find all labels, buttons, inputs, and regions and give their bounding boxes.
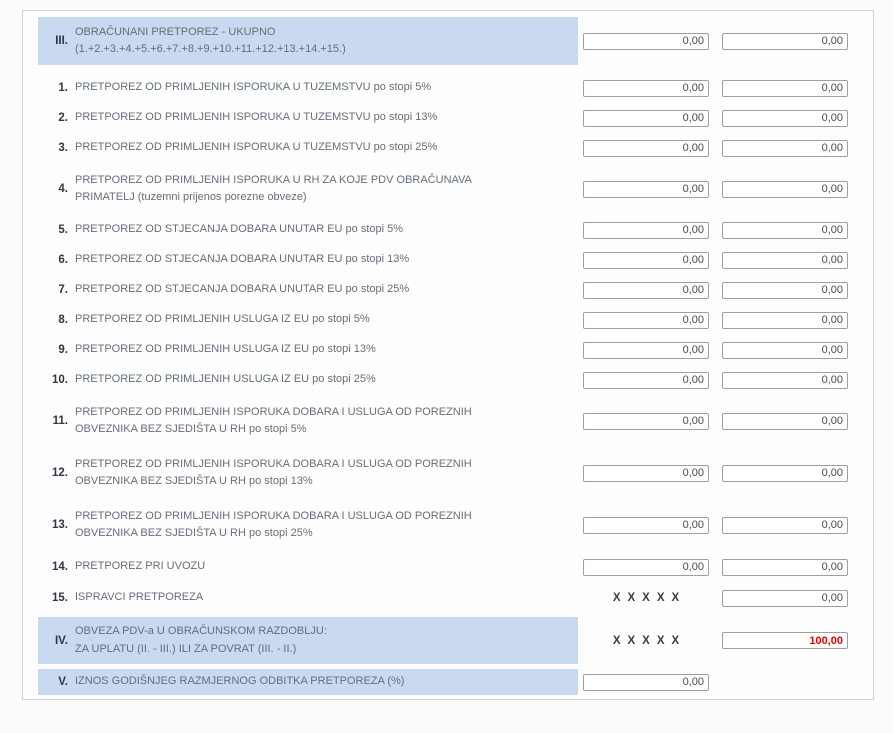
row-number: IV.: [54, 634, 68, 647]
row-label: OBRAČUNANI PRETPOREZ - UKUPNO: [75, 25, 276, 38]
row-label: PRETPOREZ OD PRIMLJENIH ISPORUKA DOBARA …: [75, 509, 472, 522]
row-label-line2: OBVEZNIKA BEZ SJEDIŠTA U RH po stopi 5%: [75, 423, 307, 435]
row-number: 12.: [52, 467, 68, 479]
amount-input-8-col2[interactable]: [722, 311, 848, 329]
amount-input-5-col1[interactable]: [583, 221, 709, 239]
row-13: 13. PRETPOREZ OD PRIMLJENIH ISPORUKA DOB…: [38, 499, 873, 551]
row-number: 2.: [58, 112, 68, 124]
row-12: 12. PRETPOREZ OD PRIMLJENIH ISPORUKA DOB…: [38, 447, 873, 499]
amount-input-10-col2[interactable]: [722, 371, 848, 389]
row-label: ISPRAVCI PRETPOREZA: [75, 591, 204, 604]
row-label-line2: ZA UPLATU (II. - III.) ILI ZA POVRAT (II…: [75, 642, 297, 655]
pdv-form-panel: III. OBRAČUNANI PRETPOREZ - UKUPNO (1.+2.…: [22, 10, 874, 700]
amount-input-12-col1[interactable]: [583, 464, 709, 482]
row-9: 9. PRETPOREZ OD PRIMLJENIH USLUGA IZ EU …: [38, 335, 873, 365]
amount-input-11-col2[interactable]: [722, 412, 848, 430]
row-label: PRETPOREZ OD PRIMLJENIH ISPORUKA DOBARA …: [75, 405, 472, 418]
amount-input-7-col1[interactable]: [583, 281, 709, 299]
row-label: PRETPOREZ PRI UVOZU: [75, 560, 206, 573]
row-header-iv: IV. OBVEZA PDV-a U OBRAČUNSKOM RAZDOBLJU…: [38, 617, 578, 664]
amount-input-13-col1[interactable]: [583, 516, 709, 534]
row-label: PRETPOREZ OD STJECANJA DOBARA UNUTAR EU …: [75, 283, 410, 296]
amount-input-11-col1[interactable]: [583, 412, 709, 430]
row-14: 14. PRETPOREZ PRI UVOZU: [38, 551, 873, 583]
row-iv-obveza-pdv: IV. OBVEZA PDV-a U OBRAČUNSKOM RAZDOBLJU…: [38, 617, 873, 664]
row-number: 8.: [58, 314, 68, 326]
row-header-iii: III. OBRAČUNANI PRETPOREZ - UKUPNO (1.+2.…: [38, 17, 578, 65]
amount-input-2-col1[interactable]: [583, 109, 709, 127]
row-number: 4.: [58, 183, 68, 195]
amount-input-14-col1[interactable]: [583, 558, 709, 576]
row-number: 15.: [52, 592, 68, 604]
row-label: OBVEZA PDV-a U OBRAČUNSKOM RAZDOBLJU:: [75, 625, 327, 638]
row-iii-obracunani-pretporez-ukupno: III. OBRAČUNANI PRETPOREZ - UKUPNO (1.+2.…: [38, 17, 873, 65]
row-label: IZNOS GODIŠNJEG RAZMJERNOG ODBITKA PRETP…: [75, 675, 405, 688]
row-label-line2: OBVEZNIKA BEZ SJEDIŠTA U RH po stopi 25%: [75, 527, 313, 539]
amount-input-3-col2[interactable]: [722, 139, 848, 157]
row-number: 14.: [52, 561, 68, 573]
blocked-cell: XXXXX: [612, 634, 687, 647]
row-number: 3.: [58, 142, 68, 154]
amount-input-8-col1[interactable]: [583, 311, 709, 329]
row-5: 5. PRETPOREZ OD STJECANJA DOBARA UNUTAR …: [38, 215, 873, 245]
row-label: PRETPOREZ OD PRIMLJENIH USLUGA IZ EU po …: [75, 313, 370, 326]
amount-input-iv-col2[interactable]: [722, 632, 848, 649]
amount-input-1-col1[interactable]: [583, 79, 709, 97]
row-7: 7. PRETPOREZ OD STJECANJA DOBARA UNUTAR …: [38, 275, 873, 305]
amount-input-12-col2[interactable]: [722, 464, 848, 482]
row-15: 15. ISPRAVCI PRETPOREZA XXXXX: [38, 583, 873, 613]
row-6: 6. PRETPOREZ OD STJECANJA DOBARA UNUTAR …: [38, 245, 873, 275]
row-label: PRETPOREZ OD PRIMLJENIH ISPORUKA U TUZEM…: [75, 141, 438, 154]
amount-input-13-col2[interactable]: [722, 516, 848, 534]
row-number: 7.: [58, 284, 68, 296]
row-label-line2: (1.+2.+3.+4.+5.+6.+7.+8.+9.+10.+11.+12.+…: [75, 43, 346, 55]
amount-input-2-col2[interactable]: [722, 109, 848, 127]
row-number: 1.: [58, 82, 68, 94]
amount-input-6-col1[interactable]: [583, 251, 709, 269]
row-number: 10.: [52, 374, 68, 386]
row-8: 8. PRETPOREZ OD PRIMLJENIH USLUGA IZ EU …: [38, 305, 873, 335]
row-label: PRETPOREZ OD STJECANJA DOBARA UNUTAR EU …: [75, 253, 410, 266]
row-3: 3. PRETPOREZ OD PRIMLJENIH ISPORUKA U TU…: [38, 133, 873, 163]
row-label: PRETPOREZ OD PRIMLJENIH USLUGA IZ EU po …: [75, 373, 376, 386]
row-number: 6.: [58, 254, 68, 266]
amount-input-14-col2[interactable]: [722, 558, 848, 576]
amount-input-9-col1[interactable]: [583, 341, 709, 359]
row-label: PRETPOREZ OD PRIMLJENIH ISPORUKA U TUZEM…: [75, 81, 432, 94]
row-header-v: V. IZNOS GODIŠNJEG RAZMJERNOG ODBITKA PR…: [38, 669, 578, 695]
row-2: 2. PRETPOREZ OD PRIMLJENIH ISPORUKA U TU…: [38, 103, 873, 133]
row-number: III.: [55, 35, 68, 47]
row-1: 1. PRETPOREZ OD PRIMLJENIH ISPORUKA U TU…: [38, 73, 873, 103]
row-label: PRETPOREZ OD PRIMLJENIH ISPORUKA U TUZEM…: [75, 111, 438, 124]
row-number: 13.: [52, 519, 68, 531]
row-4: 4. PRETPOREZ OD PRIMLJENIH ISPORUKA U RH…: [38, 163, 873, 215]
row-label: PRETPOREZ OD PRIMLJENIH USLUGA IZ EU po …: [75, 343, 376, 356]
row-label-line2: OBVEZNIKA BEZ SJEDIŠTA U RH po stopi 13%: [75, 475, 313, 487]
row-label: PRETPOREZ OD STJECANJA DOBARA UNUTAR EU …: [75, 223, 404, 236]
row-number: V.: [58, 676, 68, 688]
amount-input-1-col2[interactable]: [722, 79, 848, 97]
row-number: 5.: [58, 224, 68, 236]
amount-input-6-col2[interactable]: [722, 251, 848, 269]
row-number: 9.: [58, 344, 68, 356]
blocked-cell: XXXXX: [612, 592, 687, 604]
row-10: 10. PRETPOREZ OD PRIMLJENIH USLUGA IZ EU…: [38, 365, 873, 395]
row-v-razmjerni-odbitak: V. IZNOS GODIŠNJEG RAZMJERNOG ODBITKA PR…: [38, 669, 873, 695]
amount-input-v-col1[interactable]: [583, 673, 709, 691]
amount-input-5-col2[interactable]: [722, 221, 848, 239]
amount-input-9-col2[interactable]: [722, 341, 848, 359]
amount-input-iii-col2[interactable]: [722, 32, 848, 50]
amount-input-10-col1[interactable]: [583, 371, 709, 389]
amount-input-4-col1[interactable]: [583, 180, 709, 198]
row-label: PRETPOREZ OD PRIMLJENIH ISPORUKA U RH ZA…: [75, 173, 472, 186]
row-11: 11. PRETPOREZ OD PRIMLJENIH ISPORUKA DOB…: [38, 395, 873, 447]
amount-input-4-col2[interactable]: [722, 180, 848, 198]
row-label-line2: PRIMATELJ (tuzemni prijenos porezne obve…: [75, 191, 307, 203]
amount-input-7-col2[interactable]: [722, 281, 848, 299]
row-number: 11.: [52, 415, 68, 427]
row-label: PRETPOREZ OD PRIMLJENIH ISPORUKA DOBARA …: [75, 457, 472, 470]
amount-input-15-col2[interactable]: [722, 589, 848, 607]
amount-input-3-col1[interactable]: [583, 139, 709, 157]
amount-input-iii-col1[interactable]: [583, 32, 709, 50]
